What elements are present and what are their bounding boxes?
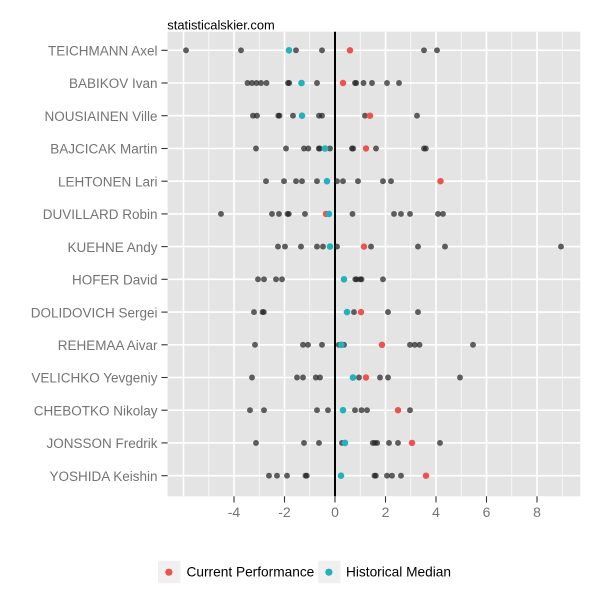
svg-text:2: 2: [382, 504, 390, 520]
svg-text:BABIKOV Ivan: BABIKOV Ivan: [69, 76, 158, 91]
svg-text:0: 0: [331, 504, 339, 520]
svg-text:LEHTONEN Lari: LEHTONEN Lari: [58, 174, 158, 189]
svg-text:TEICHMANN Axel: TEICHMANN Axel: [48, 44, 158, 59]
svg-text:statisticalskier.com: statisticalskier.com: [167, 18, 274, 33]
svg-text:-2: -2: [278, 504, 291, 520]
svg-text:6: 6: [483, 504, 491, 520]
svg-text:-4: -4: [228, 504, 241, 520]
svg-text:JONSSON Fredrik: JONSSON Fredrik: [46, 436, 157, 451]
svg-text:REHEMAA Aivar: REHEMAA Aivar: [58, 338, 158, 353]
svg-text:8: 8: [533, 504, 541, 520]
svg-text:Historical Median: Historical Median: [346, 565, 451, 580]
svg-text:Current Performance: Current Performance: [187, 565, 315, 580]
svg-text:NOUSIAINEN Ville: NOUSIAINEN Ville: [44, 109, 157, 124]
svg-text:BAJCICAK Martin: BAJCICAK Martin: [50, 142, 157, 157]
svg-text:4: 4: [432, 504, 440, 520]
svg-text:DOLIDOVICH Sergei: DOLIDOVICH Sergei: [31, 305, 158, 320]
svg-text:KUEHNE Andy: KUEHNE Andy: [67, 240, 157, 255]
svg-text:CHEBOTKO Nikolay: CHEBOTKO Nikolay: [34, 403, 158, 418]
svg-text:DUVILLARD Robin: DUVILLARD Robin: [43, 207, 158, 222]
svg-text:VELICHKO Yevgeniy: VELICHKO Yevgeniy: [31, 371, 157, 386]
svg-text:YOSHIDA Keishin: YOSHIDA Keishin: [49, 469, 157, 484]
svg-text:HOFER David: HOFER David: [72, 273, 158, 288]
